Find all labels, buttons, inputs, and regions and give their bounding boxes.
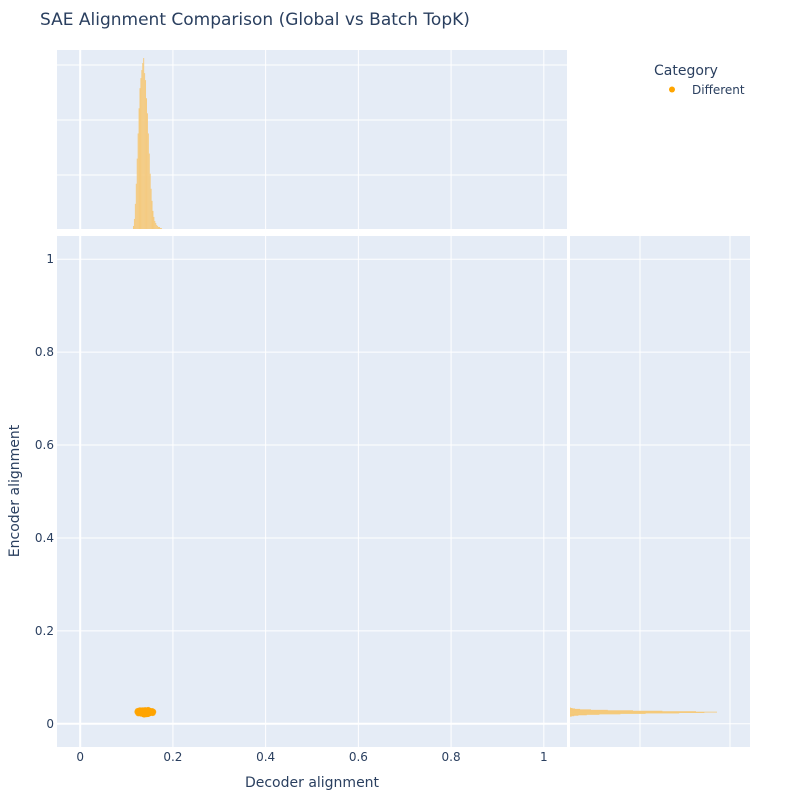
top-histogram-bar <box>150 188 152 229</box>
y-tick-label: 0.6 <box>35 438 54 452</box>
x-axis-ticks: 0 0.2 0.4 0.6 0.8 1 <box>76 750 547 764</box>
top-histogram-bar <box>137 133 139 229</box>
right-histogram-bar <box>570 714 587 716</box>
top-histogram-bar <box>157 225 159 229</box>
top-histogram-bar <box>146 98 147 229</box>
x-axis-label: Decoder alignment <box>245 775 380 791</box>
right-histogram-bar <box>570 713 621 715</box>
right-marginal-grid <box>570 236 750 747</box>
right-histogram-bar <box>570 711 717 713</box>
x-tick-label: 0 <box>76 750 84 764</box>
legend-item-different[interactable]: Different <box>669 83 745 97</box>
top-histogram-bar <box>136 158 138 229</box>
legend-title: Category <box>654 63 718 79</box>
top-marginal-grid <box>57 50 567 229</box>
scatter-point <box>144 709 151 716</box>
right-histogram-bar <box>570 707 571 709</box>
top-histogram-bar <box>138 108 140 229</box>
top-histogram-bar <box>133 225 134 229</box>
right-histogram-bar <box>570 708 576 710</box>
legend-marker <box>669 86 675 93</box>
top-histogram-bar <box>158 226 159 229</box>
right-histogram-bar <box>570 714 579 716</box>
right-histogram-bar <box>570 711 696 713</box>
top-histogram-bar <box>146 113 148 229</box>
top-histogram-bar <box>154 220 156 229</box>
top-histogram-bar <box>153 216 155 229</box>
top-histogram-bar <box>156 224 158 229</box>
top-histogram-bar <box>159 227 161 229</box>
top-histogram-bar <box>155 222 157 229</box>
top-histogram-bar <box>151 200 153 229</box>
x-tick-label: 0.6 <box>349 750 368 764</box>
right-histogram-bar <box>570 714 600 715</box>
scatter-points <box>134 706 157 718</box>
right-marginal-histogram <box>570 707 717 717</box>
right-histogram-bar <box>570 710 633 712</box>
top-histogram-bar <box>140 78 142 229</box>
right-histogram-bar <box>570 709 608 711</box>
top-histogram-bar <box>133 218 135 229</box>
right-histogram-bar <box>570 713 646 714</box>
x-tick-label: 0.2 <box>163 750 182 764</box>
right-histogram-bar <box>570 712 705 713</box>
top-histogram-bar <box>139 88 141 229</box>
y-axis-label: Encoder alignment <box>7 424 23 557</box>
top-histogram-bar <box>148 153 150 229</box>
x-tick-label: 1 <box>540 750 548 764</box>
y-tick-label: 1 <box>46 252 54 266</box>
top-marginal-panel <box>57 50 567 229</box>
legend-item-label: Different <box>692 83 745 97</box>
top-histogram-bar <box>134 203 136 229</box>
top-histogram-bar <box>149 173 151 229</box>
top-marginal-histogram <box>133 58 162 230</box>
right-histogram-bar <box>570 712 680 714</box>
top-histogram-bar <box>143 58 145 229</box>
top-histogram-bar <box>141 70 143 229</box>
right-histogram-bar <box>570 709 591 711</box>
y-tick-label: 0 <box>46 717 54 731</box>
right-histogram-bar <box>570 707 573 709</box>
top-histogram-bar <box>159 226 160 229</box>
top-histogram-bar <box>142 63 144 229</box>
top-histogram-bar <box>147 133 149 229</box>
right-marginal-panel <box>570 236 750 747</box>
main-plot-panel <box>57 236 567 747</box>
y-tick-label: 0.2 <box>35 624 54 638</box>
top-histogram-bar <box>144 73 146 230</box>
top-histogram-bar <box>135 183 137 229</box>
main-plot-grid <box>57 236 567 747</box>
top-histogram-bar <box>160 227 162 229</box>
y-tick-label: 0.4 <box>35 531 54 545</box>
legend: Category Different <box>654 63 745 97</box>
top-histogram-bar <box>145 80 147 229</box>
right-histogram-bar <box>570 710 663 712</box>
x-tick-label: 0.8 <box>442 750 461 764</box>
x-tick-label: 0.4 <box>256 750 275 764</box>
right-histogram-bar <box>570 715 572 717</box>
chart-title: SAE Alignment Comparison (Global vs Batc… <box>40 10 470 30</box>
y-axis-ticks: 0 0.2 0.4 0.6 0.8 1 <box>35 252 54 731</box>
top-histogram-bar <box>152 210 154 229</box>
y-tick-label: 0.8 <box>35 345 54 359</box>
right-histogram-bar <box>570 715 575 717</box>
right-histogram-bar <box>570 708 581 710</box>
